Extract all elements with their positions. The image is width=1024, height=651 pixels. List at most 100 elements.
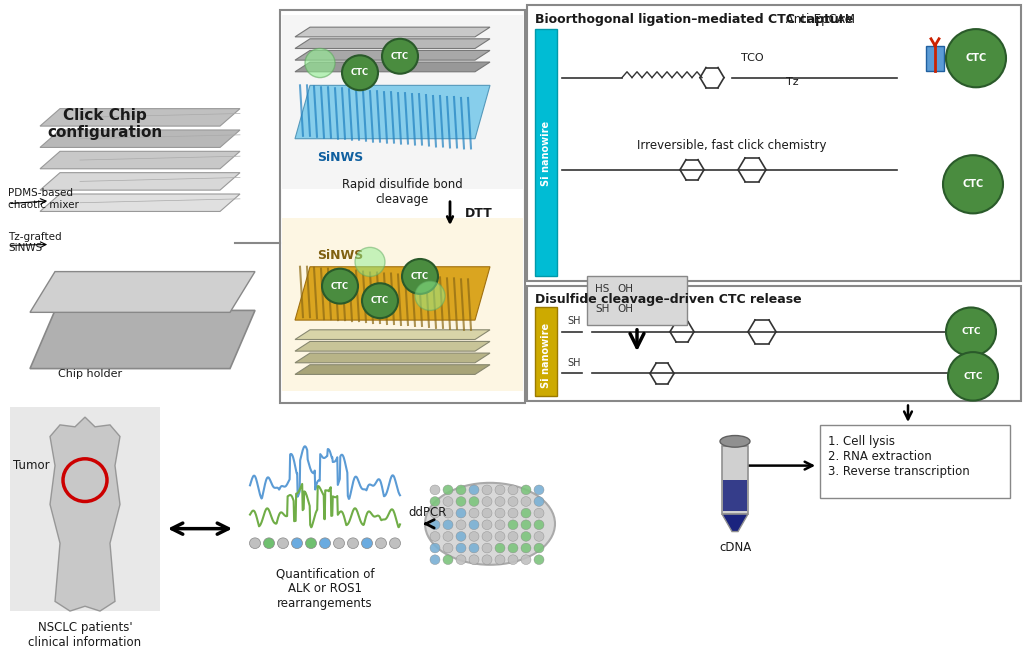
Circle shape xyxy=(469,485,479,495)
Text: Click Chip
configuration: Click Chip configuration xyxy=(47,108,163,141)
Circle shape xyxy=(508,497,518,506)
Circle shape xyxy=(469,508,479,518)
Circle shape xyxy=(508,508,518,518)
Bar xyxy=(282,218,523,391)
Circle shape xyxy=(443,520,453,530)
Text: DTT: DTT xyxy=(465,207,493,220)
Circle shape xyxy=(430,485,440,495)
Polygon shape xyxy=(295,85,490,139)
Circle shape xyxy=(382,39,418,74)
Circle shape xyxy=(534,508,544,518)
Polygon shape xyxy=(295,365,490,374)
Text: 1. Cell lysis
2. RNA extraction
3. Reverse transcription: 1. Cell lysis 2. RNA extraction 3. Rever… xyxy=(828,435,970,478)
Text: CTC: CTC xyxy=(331,282,349,290)
Text: SiNWS: SiNWS xyxy=(316,249,364,262)
Circle shape xyxy=(250,538,260,549)
Circle shape xyxy=(534,532,544,541)
Circle shape xyxy=(495,485,505,495)
Circle shape xyxy=(305,49,335,77)
Bar xyxy=(926,46,944,71)
Circle shape xyxy=(456,508,466,518)
Circle shape xyxy=(443,497,453,506)
Circle shape xyxy=(362,283,398,318)
Bar xyxy=(535,29,557,277)
Text: Tz: Tz xyxy=(785,77,799,87)
Circle shape xyxy=(534,555,544,564)
Text: OH: OH xyxy=(617,303,633,314)
Circle shape xyxy=(521,543,531,553)
Text: CTC: CTC xyxy=(391,52,409,61)
Circle shape xyxy=(376,538,386,549)
Polygon shape xyxy=(295,27,490,37)
Circle shape xyxy=(319,538,331,549)
Circle shape xyxy=(443,508,453,518)
Circle shape xyxy=(415,281,445,311)
Text: CTC: CTC xyxy=(962,327,981,336)
Bar xyxy=(527,5,1021,281)
Polygon shape xyxy=(295,341,490,351)
Bar xyxy=(10,408,160,611)
Circle shape xyxy=(292,538,302,549)
Circle shape xyxy=(443,555,453,564)
Text: CTC: CTC xyxy=(963,179,984,189)
Bar xyxy=(282,14,523,189)
Polygon shape xyxy=(295,267,490,320)
Text: Chip holder: Chip holder xyxy=(58,368,122,379)
Polygon shape xyxy=(40,173,240,190)
Polygon shape xyxy=(40,194,240,212)
Circle shape xyxy=(482,532,492,541)
Ellipse shape xyxy=(425,483,555,565)
Circle shape xyxy=(469,520,479,530)
Circle shape xyxy=(334,538,344,549)
Polygon shape xyxy=(295,330,490,340)
Text: Irreversible, fast click chemistry: Irreversible, fast click chemistry xyxy=(637,139,826,152)
Circle shape xyxy=(456,555,466,564)
Circle shape xyxy=(534,497,544,506)
Circle shape xyxy=(482,497,492,506)
Text: SiNWS: SiNWS xyxy=(316,150,364,163)
Circle shape xyxy=(469,555,479,564)
Circle shape xyxy=(495,555,505,564)
Polygon shape xyxy=(40,130,240,147)
Bar xyxy=(587,277,687,325)
Circle shape xyxy=(355,247,385,277)
Text: HS: HS xyxy=(595,284,609,294)
Circle shape xyxy=(263,538,274,549)
Circle shape xyxy=(495,543,505,553)
Circle shape xyxy=(430,497,440,506)
Circle shape xyxy=(508,485,518,495)
Circle shape xyxy=(495,532,505,541)
Polygon shape xyxy=(40,109,240,126)
Polygon shape xyxy=(40,151,240,169)
Circle shape xyxy=(389,538,400,549)
Bar xyxy=(535,307,557,396)
Circle shape xyxy=(278,538,289,549)
Circle shape xyxy=(948,352,998,400)
Circle shape xyxy=(495,520,505,530)
Circle shape xyxy=(482,520,492,530)
Circle shape xyxy=(456,532,466,541)
Circle shape xyxy=(347,538,358,549)
Text: PDMS-based
chaotic mixer: PDMS-based chaotic mixer xyxy=(8,188,79,210)
Circle shape xyxy=(456,497,466,506)
Circle shape xyxy=(534,485,544,495)
Text: ddPCR: ddPCR xyxy=(409,506,447,519)
Bar xyxy=(280,10,525,402)
Circle shape xyxy=(443,543,453,553)
Text: SH: SH xyxy=(567,357,581,368)
Circle shape xyxy=(469,543,479,553)
Circle shape xyxy=(322,269,358,303)
Text: Si nanowire: Si nanowire xyxy=(541,120,551,186)
Circle shape xyxy=(508,555,518,564)
Circle shape xyxy=(456,520,466,530)
Text: Rapid disulfide bond
cleavage: Rapid disulfide bond cleavage xyxy=(342,178,463,206)
Circle shape xyxy=(430,555,440,564)
Bar xyxy=(722,446,748,514)
Circle shape xyxy=(521,497,531,506)
Polygon shape xyxy=(722,514,748,532)
Circle shape xyxy=(430,508,440,518)
Circle shape xyxy=(521,532,531,541)
Circle shape xyxy=(521,508,531,518)
Text: CTC: CTC xyxy=(411,272,429,281)
Polygon shape xyxy=(295,50,490,60)
